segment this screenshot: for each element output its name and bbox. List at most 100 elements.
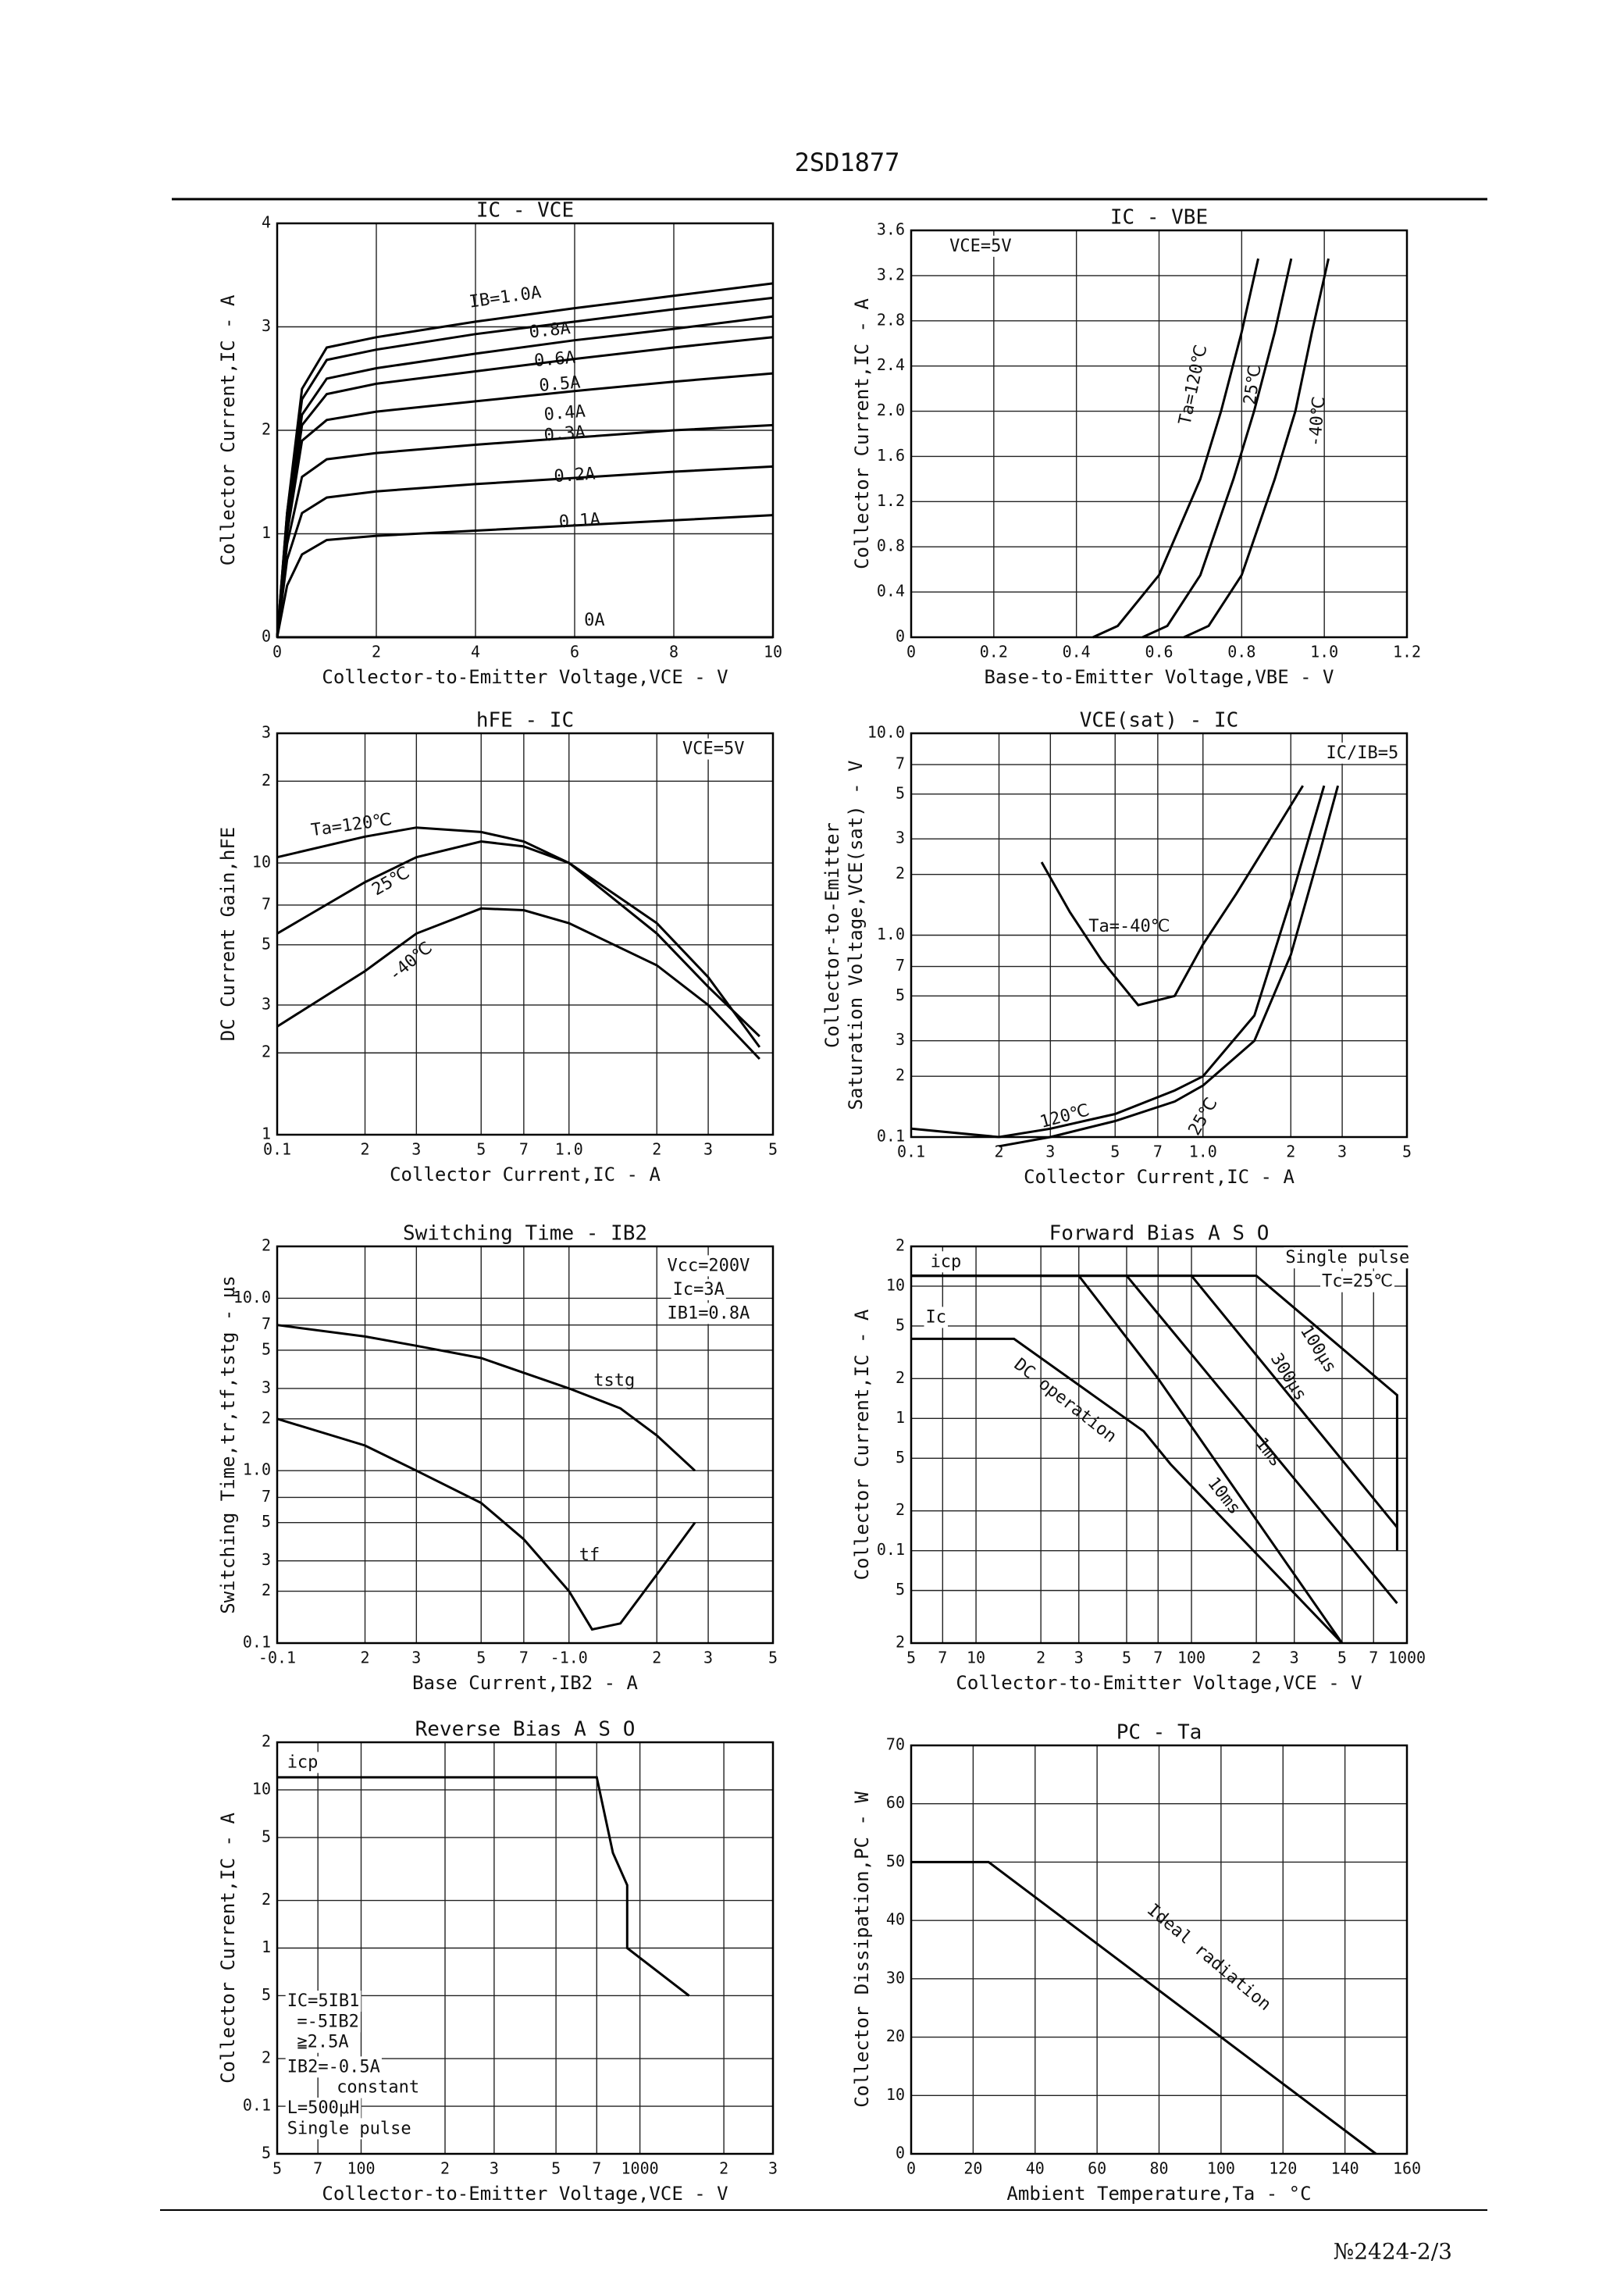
y-axis-label: Collector Current,IC - A: [217, 1813, 239, 2084]
curve-label: 0.8A: [529, 319, 572, 342]
curve-label: 10ms: [1203, 1474, 1244, 1518]
x-axis-label: Base Current,IB2 - A: [412, 1672, 639, 1694]
annotation: =-5IB2: [297, 2012, 358, 2031]
chart: IC - VBE 0 0.2 0.4 0.6 0.8 1.0 1.2 0 0.4 0.8 1.2 1.6…: [851, 206, 1421, 689]
curve: [1141, 258, 1293, 639]
curve: [999, 785, 1340, 1148]
x-tick-label: 140: [1331, 2159, 1359, 2178]
annotation: Vcc=200V: [667, 1256, 750, 1275]
x-tick-label: -0.1: [258, 1649, 296, 1667]
chart: PC - Ta 0 20 40 60 80 100 120 140 160 0 10 20 30 40 50 6…: [851, 1721, 1421, 2205]
curve: [276, 514, 774, 638]
curve: [276, 1417, 696, 1631]
curve: [911, 1274, 1398, 1528]
annotation-bg: [295, 2031, 351, 2053]
x-tick-label: 0: [906, 2159, 916, 2178]
x-tick-label: 10: [967, 1649, 985, 1667]
x-tick-label: 2: [652, 1140, 661, 1159]
y-tick-label: 1.0: [877, 925, 905, 943]
x-tick-label: 2: [360, 1140, 369, 1159]
y-axis-label: Collector Current,IC - A: [851, 298, 873, 569]
x-tick-label: 5: [1337, 1649, 1347, 1667]
y-tick-label: 1.0: [243, 1460, 271, 1479]
y-tick-label: 2: [896, 1066, 905, 1085]
y-tick-label: 2: [262, 1236, 271, 1255]
y-tick-label: 30: [886, 1968, 905, 1987]
y-tick-label: 10: [252, 1779, 271, 1798]
annotation-bg: [671, 1278, 726, 1300]
y-axis-label: Collector Current,IC - A: [851, 1309, 873, 1580]
x-tick-label: 5: [768, 1649, 778, 1667]
chart-title: Reverse Bias A S O: [415, 1718, 636, 1741]
x-tick-label: 2: [372, 643, 381, 661]
y-axis-label: Switching Time,tr,tf,tstg - μs: [217, 1275, 239, 1613]
y-tick-label: 2: [896, 1633, 905, 1652]
plot-frame: [276, 732, 775, 1136]
x-tick-label: 3: [1290, 1649, 1299, 1667]
x-tick-label: 3: [411, 1649, 421, 1667]
y-tick-label: 0: [262, 627, 271, 646]
annotation: icp: [931, 1252, 962, 1271]
y-tick-label: 3.6: [877, 220, 905, 239]
curve: [276, 1324, 696, 1472]
x-tick-label: 1.0: [1189, 1143, 1217, 1161]
curve: [276, 372, 774, 638]
y-tick-label: 2: [896, 1236, 905, 1255]
page-title: 2SD1877: [795, 148, 900, 177]
y-tick-label: 0.8: [877, 537, 905, 555]
curve: [276, 826, 760, 1038]
x-tick-label: 3: [703, 1649, 713, 1667]
curve-label: Ta=120℃: [1175, 343, 1211, 426]
curve-label: 0.1A: [558, 510, 601, 533]
y-tick-label: 2: [896, 1500, 905, 1519]
curve-label: DC operation: [1010, 1355, 1120, 1447]
curve-label: 0.4A: [543, 402, 586, 426]
x-tick-label: 10: [764, 643, 782, 661]
y-axis-label: Collector Current,IC - A: [217, 294, 239, 565]
x-tick-label: 5: [1110, 1143, 1120, 1161]
annotation: Ic: [926, 1307, 947, 1327]
x-tick-label: 0: [906, 643, 916, 661]
x-tick-label: 100: [1207, 2159, 1235, 2178]
curve-label: Ta=-40℃: [1088, 917, 1170, 936]
x-tick-label: 7: [1153, 1649, 1163, 1667]
x-axis-label: Collector-to-Emitter Voltage,VCE - V: [956, 1672, 1362, 1694]
page-number: №2424-2/3: [1334, 2239, 1452, 2265]
x-axis-label: Collector-to-Emitter Voltage,VCE - V: [322, 666, 728, 688]
y-tick-label: 0.1: [243, 2096, 271, 2115]
annotation-bg: [681, 738, 746, 760]
y-tick-label: 3.2: [877, 265, 905, 283]
annotation-bg: [928, 1251, 963, 1273]
curve-label: IB=1.0A: [468, 283, 542, 312]
y-tick-label: 5: [896, 1580, 905, 1599]
y-tick-label: 3: [896, 829, 905, 847]
chart-title: hFE - IC: [476, 709, 574, 733]
x-tick-label: 3: [1074, 1649, 1084, 1667]
y-tick-label: 10: [886, 1275, 905, 1294]
curve: [276, 336, 774, 638]
x-tick-label: 7: [519, 1140, 529, 1159]
y-tick-label: 0: [896, 627, 905, 646]
y-axis-label: Collector-to-Emitter: [821, 822, 843, 1048]
y-tick-label: 5: [896, 1448, 905, 1467]
y-tick-label: 3: [262, 1378, 271, 1396]
annotation-bg: [924, 1307, 948, 1328]
x-tick-label: 0.8: [1227, 643, 1255, 661]
y-tick-label: 0.1: [877, 1540, 905, 1559]
y-tick-label: 3: [262, 723, 271, 742]
x-tick-label: 7: [313, 2159, 322, 2178]
x-tick-label: 2: [1286, 1143, 1295, 1161]
chart-title: VCE(sat) - IC: [1080, 709, 1239, 733]
y-tick-label: 20: [886, 2027, 905, 2045]
y-tick-label: 70: [886, 1735, 905, 1754]
x-tick-label: 7: [519, 1649, 529, 1667]
chart-title: IC - VBE: [1110, 206, 1208, 230]
x-tick-label: 0.2: [980, 643, 1008, 661]
annotation: icp: [287, 1752, 319, 1772]
curve-label: 100μs: [1296, 1322, 1340, 1376]
y-tick-label: 3: [896, 1030, 905, 1049]
chart: hFE - IC 0.1 2 3 5 7 1.0 2 3 5 1 2 3 5 7 10 2 3 Collector …: [217, 709, 778, 1186]
x-tick-label: 20: [963, 2159, 982, 2178]
y-tick-label: 2: [262, 1890, 271, 1909]
